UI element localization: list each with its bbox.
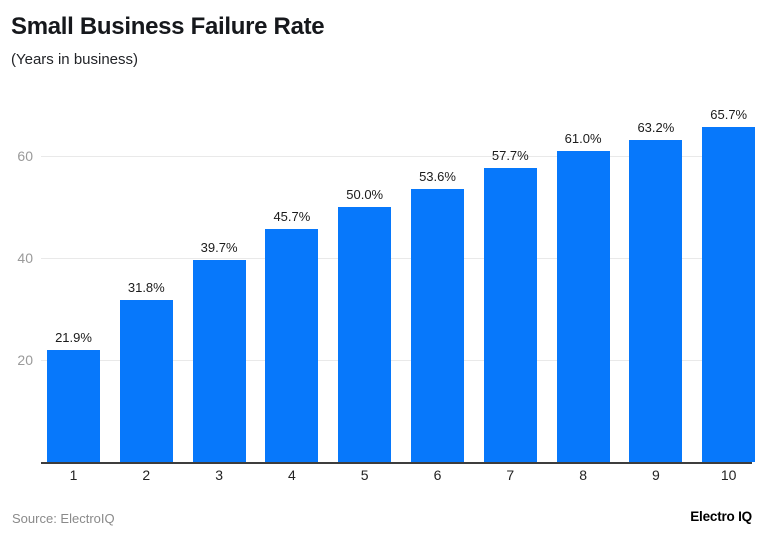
bar-group[interactable]: 31.8% (119, 94, 173, 462)
bar[interactable] (119, 299, 173, 462)
x-axis-tick-label: 7 (506, 467, 515, 483)
bar-value-label: 61.0% (564, 131, 602, 147)
x-axis-tick-label: 5 (360, 467, 369, 483)
x-axis-tick-label: 2 (142, 467, 151, 483)
x-axis-tick-label: 3 (215, 467, 223, 483)
chart-header: Small Business Failure Rate (Years in bu… (11, 12, 751, 70)
bar-value-label: 21.9% (55, 330, 92, 346)
bar-value-label: 39.7% (200, 239, 238, 255)
bar-value-label: 63.2% (637, 119, 675, 135)
x-axis-tick-label: 4 (287, 467, 296, 483)
bar-group[interactable]: 65.7% (702, 94, 756, 462)
bar-value-label: 53.6% (419, 168, 456, 184)
bar-group[interactable]: 57.7% (483, 94, 537, 462)
x-axis-line (41, 462, 752, 464)
y-axis-tick-label: 40 (17, 250, 33, 267)
bar-value-label: 31.8% (127, 279, 165, 295)
gridline (41, 156, 752, 158)
bar[interactable] (702, 127, 756, 462)
bar-value-label: 65.7% (710, 107, 748, 123)
bar[interactable] (265, 229, 319, 462)
x-axis-tick-label: 6 (433, 467, 442, 483)
x-axis-labels: 1 2 3 4 5 6 7 8 9 10 (0, 467, 768, 491)
bar-group[interactable]: 50.0% (338, 94, 392, 462)
gridlines: 20 40 60 (0, 95, 768, 463)
chart-subtitle: (Years in business) (11, 51, 139, 68)
plot-area: 20 40 60 21.9% 31.8% 39.7% 45.7% 50.0% 53.6% 57.… (0, 95, 768, 464)
y-axis-tick-label: 60 (17, 148, 33, 165)
x-axis-tick-label: 9 (651, 467, 660, 483)
bar-value-label: 57.7% (491, 147, 529, 163)
bar-group[interactable]: 53.6% (411, 94, 464, 462)
bar-value-label: 50.0% (346, 187, 384, 203)
bar-value-label: 45.7% (273, 209, 311, 225)
bar-group[interactable]: 63.2% (629, 94, 683, 462)
gridline (41, 258, 752, 260)
page-title: Small Business Failure Rate (11, 13, 325, 40)
x-axis-tick-label: 1 (69, 467, 78, 483)
bar-group[interactable]: 21.9% (47, 94, 100, 462)
bar-group[interactable]: 45.7% (265, 94, 319, 462)
source-note: Source: ElectroIQ (12, 511, 115, 526)
bar-group[interactable]: 39.7% (192, 94, 246, 462)
bar[interactable] (338, 207, 392, 462)
brand-logo: Electro IQ (690, 509, 752, 524)
bar[interactable] (556, 151, 610, 462)
chart-footer: Source: ElectroIQ Electro IQ (0, 505, 768, 533)
bar[interactable] (483, 167, 537, 462)
bar[interactable] (47, 350, 100, 462)
bar[interactable] (411, 188, 464, 462)
x-axis-tick-label: 8 (579, 467, 587, 483)
bar[interactable] (192, 259, 246, 462)
x-axis-tick-label: 10 (720, 467, 737, 483)
bar[interactable] (629, 139, 683, 462)
bar-group[interactable]: 61.0% (556, 94, 610, 462)
bar-series: 21.9% 31.8% 39.7% 45.7% 50.0% 53.6% 57.7% 61.0%… (0, 95, 768, 463)
y-axis-tick-label: 20 (17, 352, 33, 369)
gridline (41, 360, 752, 362)
